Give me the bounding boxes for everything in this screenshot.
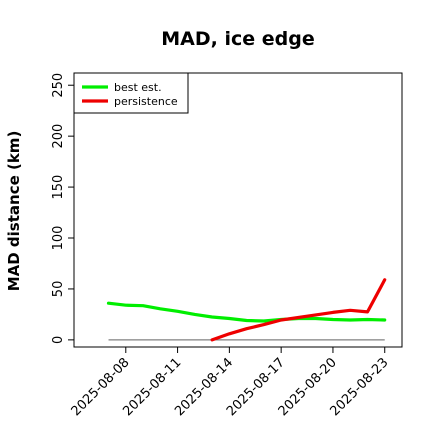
y-axis-label: MAD distance (km): [5, 131, 23, 292]
series-line-persistence: [210, 278, 387, 342]
y-tick-label-150: 150: [51, 175, 66, 200]
y-tick-label-0: 0: [51, 336, 66, 344]
y-tick-label-250: 250: [51, 73, 66, 98]
plot-area: 0501001502002502025-08-082025-08-112025-…: [51, 72, 403, 419]
y-tick-label-200: 200: [51, 124, 66, 149]
legend-label-persistence: persistence: [114, 95, 178, 108]
series-line-best-est: [106, 301, 387, 323]
legend-label-best-est: best est.: [114, 81, 162, 94]
y-tick-label-50: 50: [51, 281, 66, 298]
legend-box: [73, 72, 189, 114]
chart-title: MAD, ice edge: [161, 28, 314, 50]
plot-frame: [73, 72, 403, 348]
y-tick-label-100: 100: [51, 226, 66, 251]
